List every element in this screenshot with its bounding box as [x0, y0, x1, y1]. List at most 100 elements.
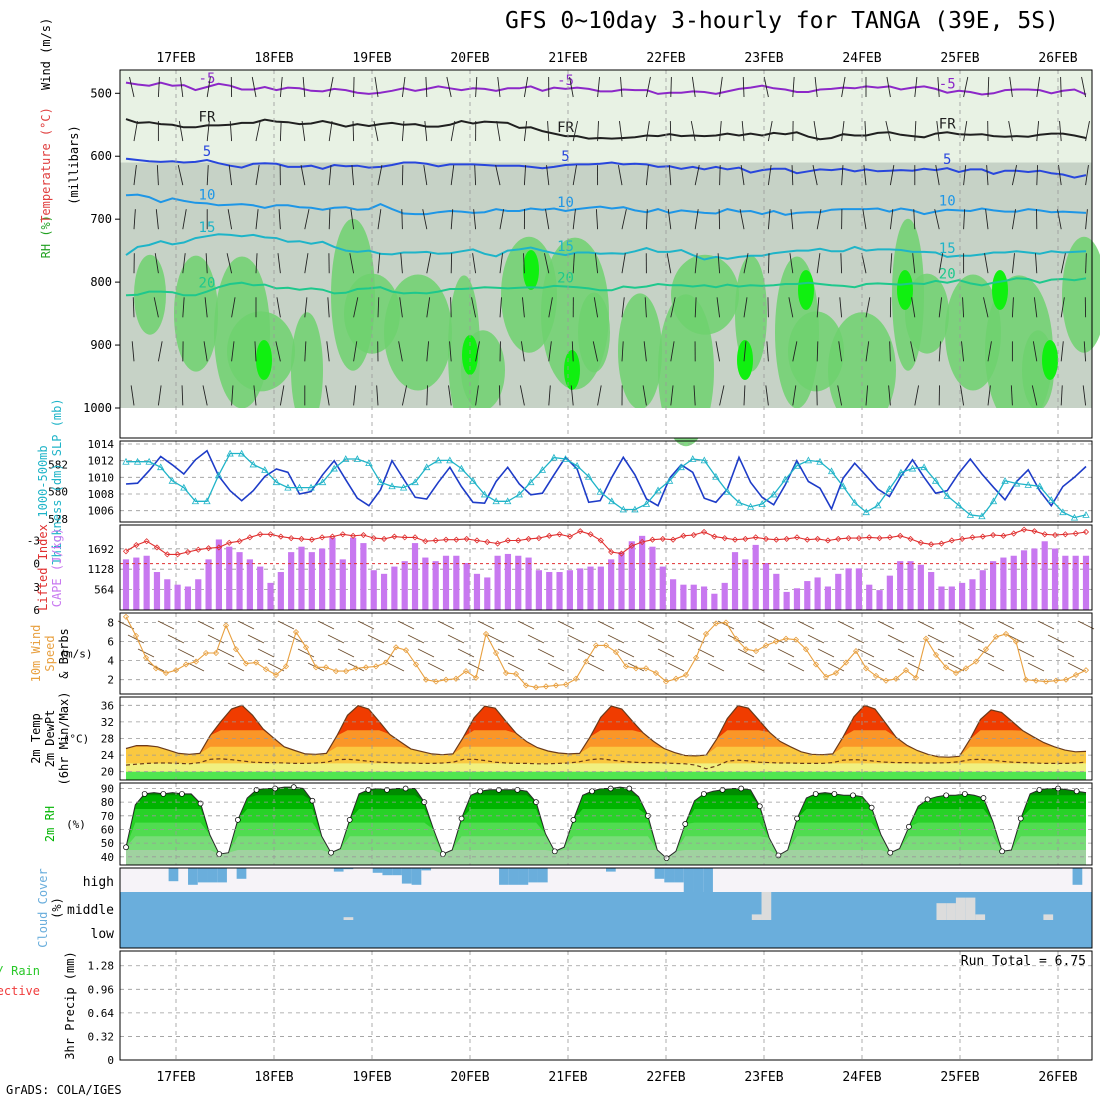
- cape-bar: [525, 557, 532, 610]
- wind-speed-point: [1062, 676, 1070, 683]
- cloud-high-bar: [683, 868, 694, 892]
- wind-barb-10m: [457, 648, 475, 658]
- cape-bar: [783, 591, 790, 610]
- wind-barb: [351, 165, 355, 186]
- wind-barb: [691, 76, 696, 98]
- wind-speed-point: [122, 613, 130, 620]
- rh-bright-blob: [737, 340, 753, 380]
- wind10m-label-0: 10m Wind: [29, 625, 43, 683]
- cape-bar: [133, 557, 140, 610]
- wind-barb: [693, 385, 696, 406]
- wind-barb-10m: [407, 634, 425, 644]
- cloud-high-bar: [508, 868, 519, 885]
- wind-barb: [621, 253, 626, 274]
- thickness-point: [446, 456, 454, 464]
- slp-line: [125, 449, 1087, 511]
- rh-bright-blob: [256, 340, 272, 380]
- wind-barb: [644, 297, 647, 318]
- wind-barb-10m: [837, 620, 855, 630]
- date-bottom-25FEB: 25FEB: [940, 1070, 979, 1085]
- cloud-middle-bar: [975, 914, 986, 920]
- wind-speed-point: [602, 642, 610, 649]
- cape-bar: [979, 570, 986, 610]
- rh-point: [514, 786, 521, 793]
- cape-bar: [990, 561, 997, 610]
- wind-speed-point: [502, 669, 510, 677]
- wind-barb: [571, 341, 574, 362]
- thickness-point: [318, 478, 327, 486]
- wind-barb: [523, 121, 528, 142]
- wind-speed-point: [862, 665, 870, 672]
- cloud_cover-frame: [119, 867, 1093, 949]
- wind-barb: [182, 297, 185, 318]
- wind-speed-point: [882, 677, 890, 684]
- wind-barb-10m: [707, 662, 725, 672]
- wind-barb: [666, 253, 672, 274]
- li-point: [319, 534, 326, 541]
- wind-speed-point: [452, 675, 460, 682]
- wind-barb: [963, 165, 967, 186]
- wind-barb-10m: [357, 620, 375, 630]
- cloud-middle-bar: [751, 914, 762, 920]
- thickness-point: [631, 505, 639, 513]
- thickness-point: [550, 453, 558, 461]
- date-top-25FEB: 25FEB: [940, 51, 979, 66]
- wind-barb-10m: [137, 648, 155, 658]
- cape-bar: [752, 544, 759, 610]
- cape-bar: [835, 573, 842, 610]
- precip-frame: [119, 950, 1093, 1061]
- thickness-point: [284, 483, 292, 491]
- thickness-point: [677, 463, 685, 471]
- wind-barb-10m: [327, 634, 345, 644]
- thickness-point: [642, 500, 651, 507]
- li-point: [597, 537, 604, 544]
- slp_thickness-frame: [119, 440, 1093, 523]
- wind-barb: [495, 165, 501, 186]
- thickness-point: [492, 497, 500, 505]
- temp-band-20: [126, 771, 1086, 780]
- wind-barb: [473, 209, 477, 230]
- wind-barb: [788, 297, 794, 318]
- li-point: [484, 538, 491, 546]
- wind-barb: [790, 209, 794, 230]
- wind-barb-10m: [867, 662, 885, 672]
- wind-barb: [206, 76, 211, 98]
- thickness-point: [839, 482, 847, 490]
- wind-speed-point: [632, 665, 640, 672]
- wind-barb: [255, 120, 261, 142]
- li-point: [824, 537, 832, 544]
- wind-barb: [572, 165, 577, 186]
- wind-barb: [226, 253, 233, 274]
- cloud-high-bar: [197, 868, 208, 883]
- wind-barb: [1083, 341, 1087, 362]
- wind-barb: [861, 253, 867, 274]
- cape-bar: [680, 584, 687, 610]
- wind-barb: [743, 253, 749, 274]
- thickness-point: [122, 457, 130, 465]
- wind-barb-10m: [587, 662, 605, 672]
- thickness-point: [735, 498, 743, 506]
- cape-bar: [577, 568, 584, 610]
- wind-speed-point: [332, 668, 340, 675]
- wind-barb: [767, 253, 770, 274]
- thickness-tick: 578: [48, 513, 68, 526]
- wind-barb: [547, 121, 550, 142]
- wind-barb: [862, 209, 867, 230]
- wind-barb-10m: [947, 662, 965, 672]
- wind-barb: [1033, 297, 1038, 318]
- li-tick: 0: [33, 558, 40, 571]
- wind-barb-10m: [1027, 662, 1045, 672]
- wind-barb-10m: [607, 634, 625, 644]
- wind-barb: [814, 76, 818, 98]
- wind-barb: [498, 385, 501, 406]
- li-point: [246, 534, 253, 541]
- thickness-point: [157, 463, 165, 471]
- cape-bar: [277, 572, 284, 610]
- isotherm-label-5: 5: [943, 152, 951, 168]
- thickness-point: [897, 468, 905, 476]
- upper-label-temp: Temperature (°C): [39, 107, 53, 223]
- thickness-point: [804, 456, 813, 464]
- wind-barb: [301, 120, 306, 142]
- li-point: [1082, 528, 1090, 536]
- wind-barb: [670, 76, 672, 98]
